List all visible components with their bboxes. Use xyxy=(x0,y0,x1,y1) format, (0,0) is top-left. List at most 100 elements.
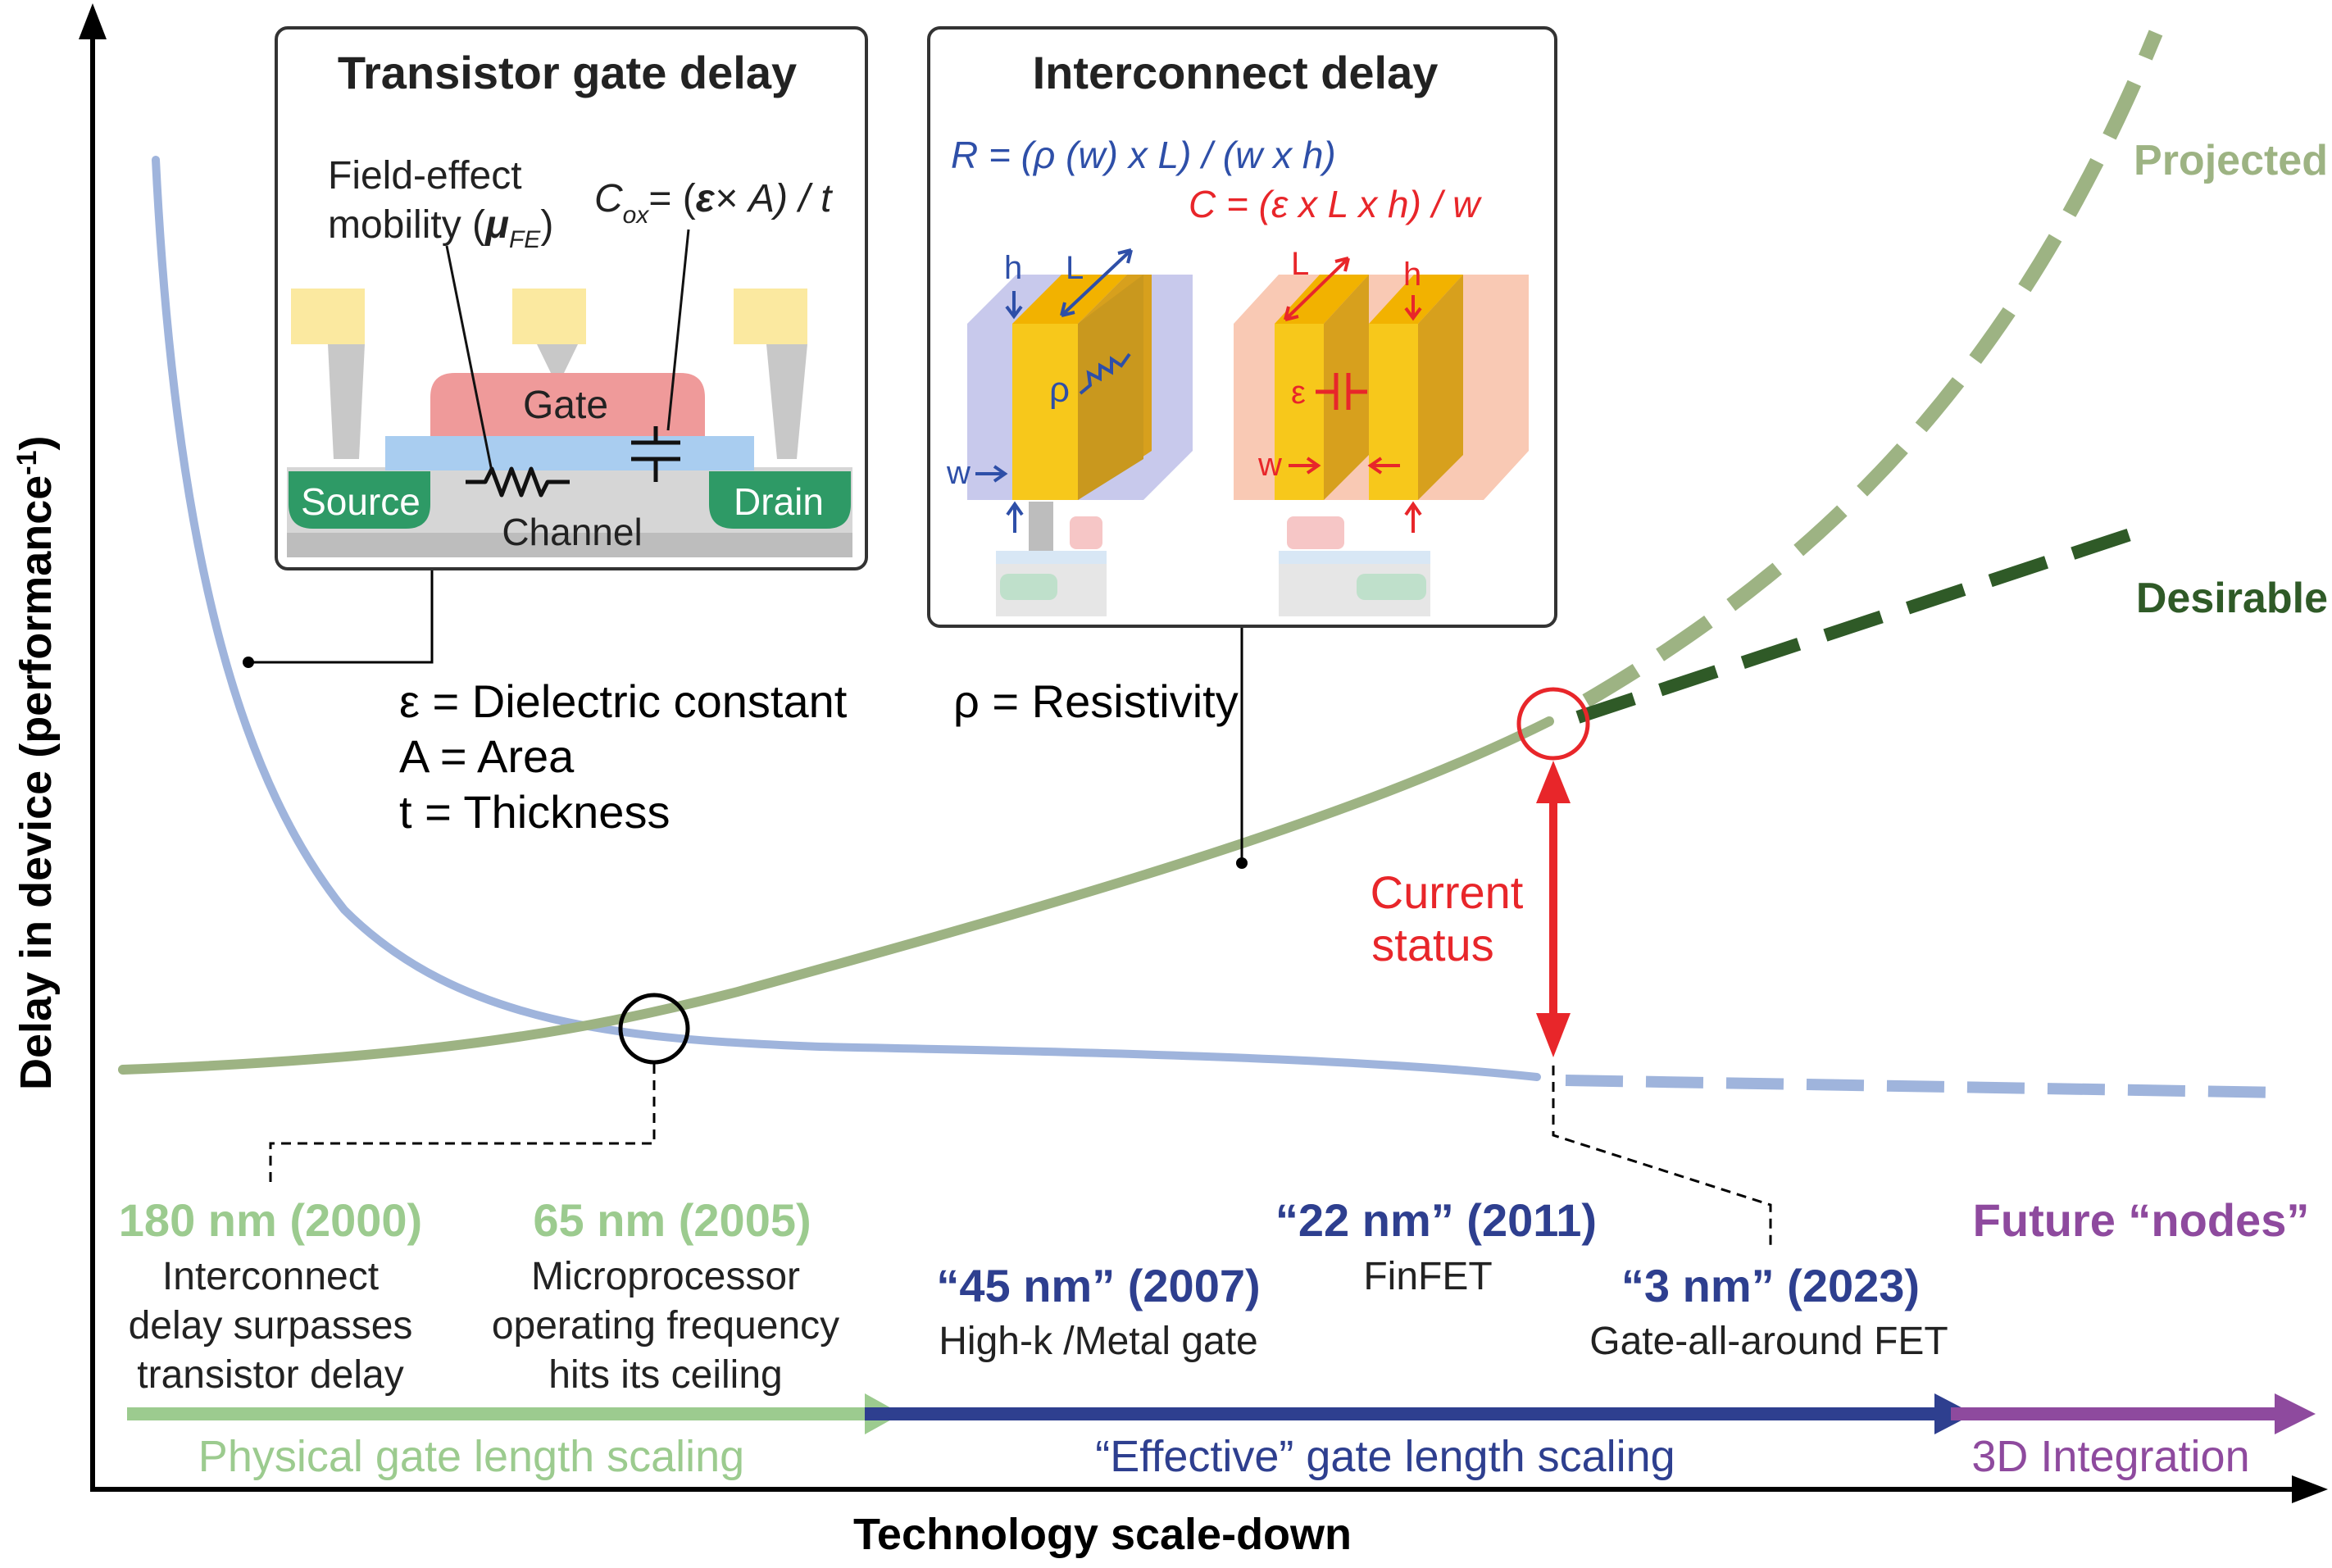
node-22nm: “22 nm” (2011) FinFET xyxy=(1275,1194,1597,1298)
right-eps-label: ε xyxy=(1291,375,1306,411)
node-45nm-name: “45 nm” (2007) xyxy=(936,1260,1260,1311)
drain-via xyxy=(766,344,807,459)
cox-eq: = ( xyxy=(648,177,695,220)
node-22nm-desc-1: FinFET xyxy=(1363,1255,1492,1298)
transistor-leader-line xyxy=(248,567,434,664)
capacitor-icon xyxy=(631,426,680,482)
left-l-label: L xyxy=(1066,250,1084,286)
interconnect-delay-curve xyxy=(118,716,1554,1075)
interconnect-panel-title: Interconnect delay xyxy=(1033,47,1439,98)
node-future-name: Future “nodes” xyxy=(1973,1194,2310,1246)
axes: Delay in device (performance-1) Technolo… xyxy=(11,3,2328,1559)
channel-label: Channel xyxy=(502,511,642,553)
node-65nm: 65 nm (2005) Microprocessor operating fr… xyxy=(492,1194,839,1397)
integration-era-bar xyxy=(1951,1407,2279,1420)
source-label: Source xyxy=(301,480,420,523)
desirable-label: Desirable xyxy=(2136,575,2328,622)
node-3nm: “3 nm” (2023) Gate-all-around FET xyxy=(1589,1260,1948,1363)
node-3nm-desc-1: Gate-all-around FET xyxy=(1589,1320,1948,1363)
right-h-arrow-icon xyxy=(1404,295,1422,321)
x-axis-label: Technology scale-down xyxy=(853,1510,1352,1559)
node-65nm-desc-3: hits its ceiling xyxy=(548,1353,782,1397)
mobility-close: ) xyxy=(540,203,553,247)
right-w-arrow-left-icon xyxy=(1289,457,1321,475)
technology-nodes: 180 nm (2000) Interconnect delay surpass… xyxy=(119,1194,2310,1397)
node-180nm-desc-3: transistor delay xyxy=(137,1353,403,1397)
right-capacitor-icon xyxy=(1316,373,1367,410)
integration-era-arrowhead-icon xyxy=(2275,1393,2316,1434)
node-65nm-desc-2: operating frequency xyxy=(492,1304,839,1348)
source-via xyxy=(328,344,365,459)
left-gate-stub xyxy=(1070,516,1102,549)
source-contact-pad xyxy=(291,289,365,344)
current-status-label-1: Current xyxy=(1371,866,1524,918)
current-status-label-2: status xyxy=(1371,919,1493,970)
node-22nm-name: “22 nm” (2011) xyxy=(1275,1194,1597,1246)
node-65nm-desc-1: Microprocessor xyxy=(531,1255,800,1298)
current-status-arrow-up-icon xyxy=(1536,761,1571,803)
def-thickness: t = Thickness xyxy=(399,786,670,838)
right-wire2-front xyxy=(1369,324,1418,500)
right-l-arrow-icon xyxy=(1284,257,1350,321)
gate-label: Gate xyxy=(523,384,608,427)
mobility-sub: FE xyxy=(509,226,541,253)
right-l-label: L xyxy=(1291,246,1309,282)
left-wire-front xyxy=(1012,324,1078,500)
physical-era-label: Physical gate length scaling xyxy=(198,1432,744,1481)
mobility-label-text: mobility ( xyxy=(328,203,485,247)
gate-oxide xyxy=(385,436,754,470)
cox-formula: Cox= (ε× A) / t xyxy=(594,177,833,229)
left-oxide-strip xyxy=(996,551,1107,564)
right-drain-stub xyxy=(1357,574,1426,600)
mobility-label-1: Field-effect xyxy=(328,154,522,198)
drain-region xyxy=(709,471,851,529)
node-future: Future “nodes” xyxy=(1973,1194,2310,1246)
left-rho-label: ρ xyxy=(1049,370,1070,410)
projected-delay-curve xyxy=(1582,30,2163,707)
current-status-arrow-down-icon xyxy=(1536,1013,1571,1057)
gate-block xyxy=(430,373,705,436)
effective-era-label: “Effective” gate length scaling xyxy=(1095,1432,1675,1481)
integration-era-label: 3D Integration xyxy=(1971,1432,2249,1481)
left-wire-right-face xyxy=(1078,275,1143,500)
right-wire2-top xyxy=(1369,275,1463,324)
current-status-circle xyxy=(1516,687,1590,761)
crossover-leader-line xyxy=(269,1064,656,1188)
def-area: A = Area xyxy=(399,730,575,782)
def-rho: ρ = Resistivity xyxy=(953,675,1239,727)
left-resistor-icon xyxy=(1079,352,1131,395)
node-180nm-desc-1: Interconnect xyxy=(162,1255,379,1298)
left-via-stub xyxy=(1029,502,1053,559)
gate-contact-pad xyxy=(512,289,586,344)
projected-label: Projected xyxy=(2134,137,2328,184)
left-l-arrow-icon xyxy=(1060,248,1133,317)
node-45nm-desc-1: High-k /Metal gate xyxy=(939,1320,1258,1363)
def-epsilon: ε = Dielectric constant xyxy=(399,675,848,727)
cox-rest: × A) / t xyxy=(715,177,833,220)
node-3nm-name: “3 nm” (2023) xyxy=(1621,1260,1920,1311)
node-65nm-name: 65 nm (2005) xyxy=(533,1194,811,1246)
transistor-delay-curve xyxy=(152,156,1541,1081)
curves: Projected Desirable Current status xyxy=(118,30,2328,1246)
right-wire1-front xyxy=(1275,324,1324,500)
resistance-formula: R = (ρ (w) x L) / (w x h) xyxy=(951,134,1336,176)
current-status-leader-line xyxy=(1552,1066,1772,1246)
cox-c: C xyxy=(594,177,623,220)
transistor-delay-projection xyxy=(1565,1075,2284,1098)
y-axis-label: Delay in device (performance-1) xyxy=(11,435,61,1090)
channel-substrate-bottom xyxy=(287,533,852,557)
era-arrows: Physical gate length scaling “Effective”… xyxy=(127,1393,2316,1481)
right-w-arrow-right-icon xyxy=(1367,457,1400,475)
interconnect-delay-panel: Interconnect delay R = (ρ (w) x L) / (w … xyxy=(927,26,1557,628)
left-h-arrow-icon xyxy=(1005,291,1023,320)
node-45nm: “45 nm” (2007) High-k /Metal gate xyxy=(936,1260,1260,1363)
left-source-stub xyxy=(1000,574,1057,600)
right-up-arrow-icon xyxy=(1404,501,1422,533)
right-wire1-top xyxy=(1275,275,1369,324)
y-axis-label-sup: -1 xyxy=(11,450,43,475)
cox-eps: ε xyxy=(696,177,716,220)
transistor-panel-title: Transistor gate delay xyxy=(338,47,797,98)
left-w-arrow-up-icon xyxy=(1006,501,1024,533)
y-axis-label-close: ) xyxy=(11,435,61,450)
definitions: ε = Dielectric constant A = Area t = Thi… xyxy=(399,675,1239,838)
